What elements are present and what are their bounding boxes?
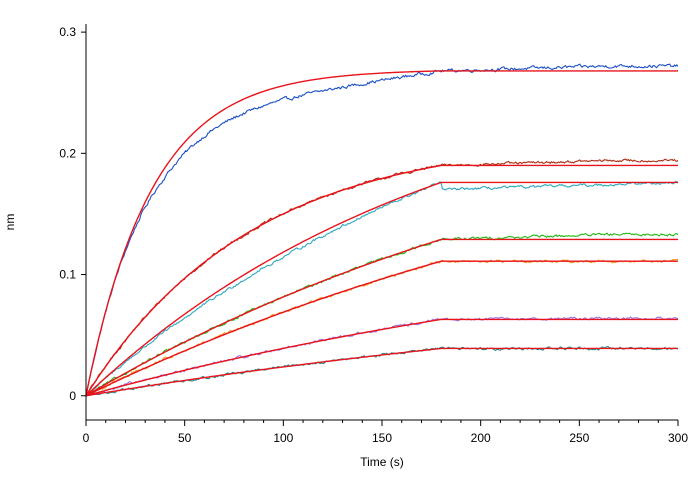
x-axis-title: Time (s): [360, 455, 404, 469]
x-tick-label: 50: [178, 431, 192, 445]
x-tick-label: 300: [668, 431, 688, 445]
raw-trace-line: [86, 232, 678, 397]
x-tick-label: 250: [569, 431, 589, 445]
raw-trace-line: [86, 63, 678, 396]
raw-trace-line: [86, 345, 678, 396]
raw-trace-line: [86, 258, 678, 397]
y-tick-label: 0.1: [59, 268, 76, 282]
raw-trace-line: [86, 180, 678, 397]
fit-curve-line: [86, 318, 678, 397]
fit-curve-line: [86, 347, 678, 397]
y-tick-label: 0: [69, 389, 76, 403]
fit-curve-line: [86, 181, 678, 397]
x-tick-label: 200: [471, 431, 491, 445]
x-axis-ticks: 0 50 100 150 200 250 300: [83, 420, 688, 445]
fit-curve-line: [86, 238, 678, 397]
fit-curves: [86, 70, 678, 397]
y-tick-label: 0.3: [59, 25, 76, 39]
fit-curve-line: [86, 70, 678, 396]
y-axis-ticks: 0 0.1 0.2 0.3: [59, 25, 86, 403]
fit-curve-line: [86, 260, 678, 397]
y-tick-label: 0.2: [59, 146, 76, 160]
y-axis-title: nm: [3, 214, 17, 231]
x-tick-label: 150: [372, 431, 392, 445]
fit-curve-line: [86, 164, 678, 397]
x-tick-label: 100: [273, 431, 293, 445]
x-tick-label: 0: [83, 431, 90, 445]
raw-trace-line: [86, 158, 678, 397]
